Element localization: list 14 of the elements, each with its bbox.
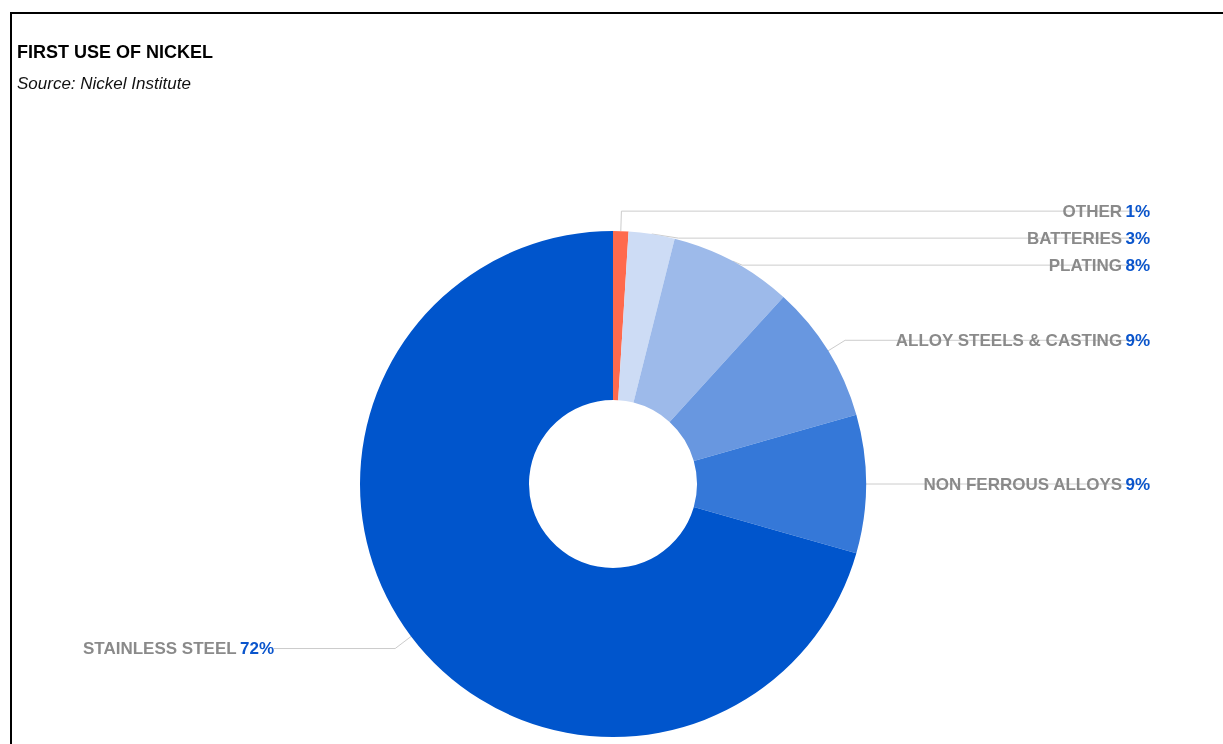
slice-label: PLATING: [1048, 255, 1123, 275]
slice-label: STAINLESS STEEL: [83, 639, 237, 659]
source-note: Source: Nickel Institute: [17, 74, 191, 93]
data-label: 1%: [1125, 201, 1150, 221]
data-label: 3%: [1125, 228, 1150, 248]
data-label: 9%: [1125, 330, 1150, 350]
slice-label: ALLOY STEELS & CASTING: [895, 330, 1123, 350]
chart-title: FIRST USE OF NICKEL: [17, 42, 214, 62]
slice-label: NON FERROUS ALLOYS: [923, 474, 1123, 494]
data-label: 8%: [1125, 255, 1150, 275]
slice-label: OTHER: [1062, 201, 1123, 221]
data-label: 9%: [1125, 474, 1150, 494]
data-label: 72%: [239, 639, 275, 659]
slice-label: BATTERIES: [1027, 228, 1123, 248]
